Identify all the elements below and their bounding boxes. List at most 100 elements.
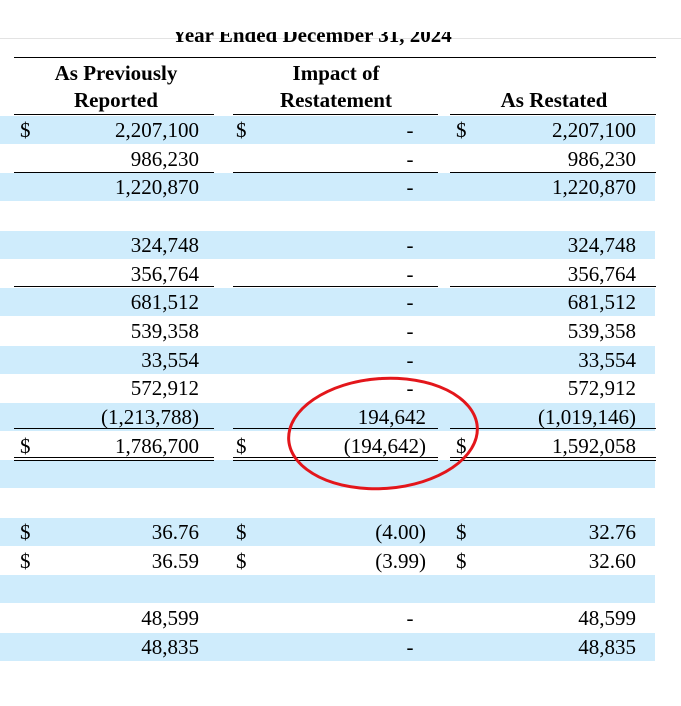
restated-value: 48,599 [578, 605, 636, 630]
dollar-sign [236, 374, 266, 402]
col-header-previous-line2: Reported [74, 88, 158, 112]
table-row: $2,207,100 $ - $2,207,100 [0, 116, 655, 144]
previous-value: 2,207,100 [115, 118, 199, 142]
period-rule [14, 57, 656, 58]
double-rule-restated [450, 457, 656, 461]
dollar-sign [20, 202, 50, 230]
impact-value [266, 202, 426, 230]
net-rule-restated [450, 428, 656, 429]
dollar-sign: $ [456, 548, 467, 573]
table-row: $36.59 $ (3.99) $32.60 [0, 547, 655, 575]
previous-value: 33,554 [141, 347, 199, 372]
col-header-restated: As Restated [452, 87, 656, 114]
dollar-sign [236, 460, 266, 488]
dollar-sign [236, 260, 266, 288]
dollar-sign [20, 575, 50, 603]
dollar-sign: $ [20, 519, 31, 544]
subtotal-rule-impact [233, 172, 438, 173]
dollar-sign [236, 346, 266, 374]
net-rule-impact [233, 428, 438, 429]
dollar-sign [236, 604, 266, 632]
table-row: (1,213,788) 194,642 (1,019,146) [0, 403, 655, 431]
impact-value: - [406, 232, 414, 257]
previous-value: 986,230 [130, 146, 199, 171]
restated-value: 986,230 [567, 146, 636, 171]
dollar-sign [20, 145, 50, 173]
restated-value: 2,207,100 [552, 118, 636, 142]
restated-value: 324,748 [567, 232, 636, 257]
table-row: 324,748 - 324,748 [0, 230, 655, 259]
col-header-impact-line2: Restatement [280, 88, 392, 112]
dollar-sign [20, 346, 50, 374]
double-rule-previous [14, 457, 214, 461]
dollar-sign: $ [236, 433, 247, 458]
previous-value: 1,220,870 [115, 175, 199, 200]
top-divider [0, 38, 681, 39]
dollar-sign [236, 403, 266, 431]
previous-value [60, 460, 199, 488]
dollar-sign: $ [236, 118, 247, 142]
restated-value: 539,358 [567, 318, 636, 343]
table-row [0, 489, 655, 517]
table-row: 539,358 - 539,358 [0, 317, 655, 345]
dollar-sign: $ [456, 519, 467, 544]
impact-value: - [406, 146, 414, 171]
impact-value [266, 489, 426, 517]
table-row: $36.76 $ (4.00) $32.76 [0, 517, 655, 546]
restated-value: 48,835 [578, 634, 636, 659]
dollar-sign [236, 202, 266, 230]
header-rule-impact [233, 114, 438, 115]
restated-value [480, 489, 636, 517]
table-row [0, 460, 655, 489]
dollar-sign [236, 575, 266, 603]
table-row: $1,786,700 $ (194,642) $1,592,058 [0, 432, 655, 460]
restated-value: 1,592,058 [552, 433, 636, 458]
period-header: Year Ended December 31, 2024 [0, 32, 681, 52]
impact-value: - [406, 261, 414, 286]
dollar-sign [236, 288, 266, 316]
col-header-previous-line1: As Previously [54, 61, 178, 85]
previous-value: 681,512 [130, 290, 199, 315]
expenses-total-rule-previous [14, 286, 214, 287]
dollar-sign [236, 145, 266, 173]
subtotal-rule-previous [14, 172, 214, 173]
impact-value: 194,642 [357, 405, 426, 429]
dollar-sign [20, 403, 50, 431]
previous-value [60, 575, 199, 603]
impact-value: - [406, 347, 414, 372]
impact-value: - [406, 118, 414, 142]
header-rule-previous [14, 114, 214, 115]
header-rule-restated [450, 114, 656, 115]
impact-value: (3.99) [375, 548, 426, 573]
restated-value: 572,912 [567, 376, 636, 401]
expenses-total-rule-impact [233, 286, 438, 287]
table-row: 33,554 - 33,554 [0, 345, 655, 374]
dollar-sign [236, 173, 266, 201]
dollar-sign [20, 460, 50, 488]
dollar-sign [236, 317, 266, 345]
restated-value: 356,764 [567, 261, 636, 286]
previous-value [60, 489, 199, 517]
previous-value: 356,764 [130, 261, 199, 286]
table-row [0, 202, 655, 230]
dollar-sign: $ [236, 548, 247, 573]
col-header-impact-line1: Impact of [292, 61, 380, 85]
dollar-sign: $ [20, 548, 31, 573]
previous-value: 572,912 [130, 376, 199, 401]
dollar-sign [236, 231, 266, 259]
dollar-sign: $ [20, 118, 31, 142]
table-row: 48,599 - 48,599 [0, 604, 655, 632]
dollar-sign: $ [456, 433, 467, 458]
previous-value: 36.59 [151, 548, 199, 573]
dollar-sign: $ [20, 433, 31, 458]
net-rule-previous [14, 428, 214, 429]
impact-value: (4.00) [375, 519, 426, 544]
impact-value: - [406, 175, 414, 200]
previous-value: 48,599 [141, 605, 199, 630]
dollar-sign [20, 231, 50, 259]
impact-value [266, 575, 426, 603]
dollar-sign [20, 633, 50, 661]
dollar-sign [20, 374, 50, 402]
previous-value: 324,748 [130, 232, 199, 257]
impact-value: - [406, 318, 414, 343]
